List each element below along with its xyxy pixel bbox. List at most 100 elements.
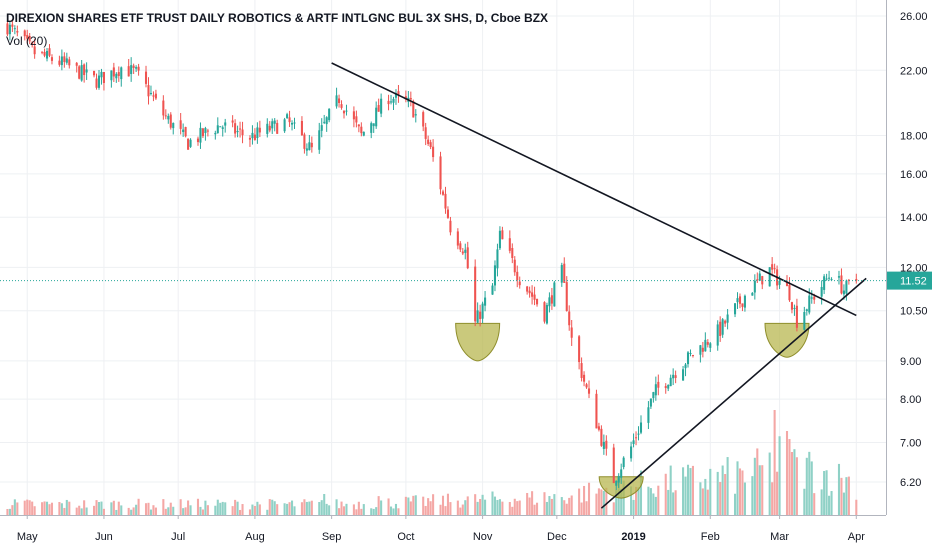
volume-bar xyxy=(345,503,348,515)
candle-body xyxy=(825,278,828,280)
candle-body xyxy=(370,123,373,133)
candle-body xyxy=(357,124,360,127)
volume-bar xyxy=(308,501,311,515)
candle-body xyxy=(813,296,816,300)
volume-bar xyxy=(120,505,123,515)
volume-bar xyxy=(615,489,618,515)
candle-body xyxy=(286,114,289,119)
volume-bar xyxy=(565,503,568,515)
volume-bar xyxy=(820,489,823,515)
volume-bar xyxy=(48,504,51,515)
volume-bar xyxy=(13,499,16,515)
candle-body xyxy=(112,67,115,77)
volume-bar xyxy=(169,502,172,515)
volume-bar xyxy=(647,486,650,515)
candle-body xyxy=(756,279,759,281)
candle-body xyxy=(828,277,831,279)
candle-body xyxy=(65,58,68,63)
candle-body xyxy=(248,137,252,140)
candle-body xyxy=(647,407,650,423)
volume-bar xyxy=(187,500,190,515)
volume-bar xyxy=(407,497,410,515)
candle-body xyxy=(432,146,435,158)
candle-body xyxy=(266,123,269,134)
candle-body xyxy=(689,352,692,354)
candle-body xyxy=(456,231,459,246)
volume-bar xyxy=(130,509,133,515)
candle-body xyxy=(605,440,608,449)
volume-bar xyxy=(550,498,553,515)
volume-bar xyxy=(389,506,393,515)
volume-bar xyxy=(484,499,487,515)
volume-bar xyxy=(340,501,343,515)
volume-bar xyxy=(112,500,115,515)
candle-body xyxy=(424,127,427,139)
volume-bar xyxy=(290,500,294,515)
date-tick-label: Nov xyxy=(473,531,493,543)
candle-body xyxy=(288,117,291,123)
volume-bar xyxy=(855,499,858,515)
volume-bar xyxy=(26,499,29,515)
trendline xyxy=(600,277,867,509)
volume-bar xyxy=(78,505,81,515)
volume-bar xyxy=(318,502,321,515)
date-tick-label: Mar xyxy=(770,531,789,543)
volume-bar xyxy=(689,468,692,515)
volume-bar xyxy=(595,493,598,515)
candle-body xyxy=(83,64,86,76)
candle-body xyxy=(100,71,103,78)
candle-body xyxy=(293,122,296,124)
volume-bar xyxy=(476,501,479,515)
volume-bar xyxy=(790,452,793,515)
candle-body xyxy=(117,72,120,77)
volume-bar xyxy=(810,461,813,515)
volume-bar xyxy=(394,503,398,515)
candle-body xyxy=(721,319,724,335)
candle-body xyxy=(397,91,400,95)
volume-bar xyxy=(370,508,373,515)
candle-body xyxy=(691,354,695,356)
candle-body xyxy=(58,60,61,65)
volume-bar xyxy=(387,498,390,515)
price-tick-label: 14.00 xyxy=(900,212,928,224)
candle-body xyxy=(595,393,598,429)
volume-bar xyxy=(214,505,217,515)
candle-body xyxy=(768,267,771,287)
candle-body xyxy=(600,428,603,446)
date-tick-label: Dec xyxy=(547,531,567,543)
volume-bar xyxy=(392,508,395,515)
candle-body xyxy=(8,24,11,35)
candle-body xyxy=(481,303,484,319)
volume-bar xyxy=(686,464,690,515)
volume-bar xyxy=(135,504,138,515)
volume-bar xyxy=(639,470,643,515)
candle-body xyxy=(310,142,313,148)
volume-bar xyxy=(805,457,808,515)
volume-bar xyxy=(724,474,727,515)
trendlines[interactable] xyxy=(331,62,867,509)
candle-body xyxy=(184,127,187,137)
date-tick-label: Aug xyxy=(245,531,265,543)
candle-body xyxy=(276,122,279,134)
candle-body xyxy=(773,268,776,270)
candle-body xyxy=(214,132,217,135)
volume-bar xyxy=(464,500,467,515)
candle-body xyxy=(743,295,746,308)
candle-body xyxy=(741,303,744,307)
candle-body xyxy=(115,73,118,79)
volume-bar xyxy=(58,501,61,515)
candle-body xyxy=(622,457,625,468)
candle-body xyxy=(268,125,271,131)
candle-body xyxy=(649,398,652,407)
candle-body xyxy=(795,305,798,328)
candle-body xyxy=(536,298,539,305)
candle-body xyxy=(682,369,685,381)
volume-bar xyxy=(179,499,182,515)
candle-body xyxy=(738,296,742,304)
candle-body xyxy=(45,50,49,59)
candle-body xyxy=(13,28,16,30)
volume-bar xyxy=(268,499,271,515)
volume-bar xyxy=(716,471,719,515)
